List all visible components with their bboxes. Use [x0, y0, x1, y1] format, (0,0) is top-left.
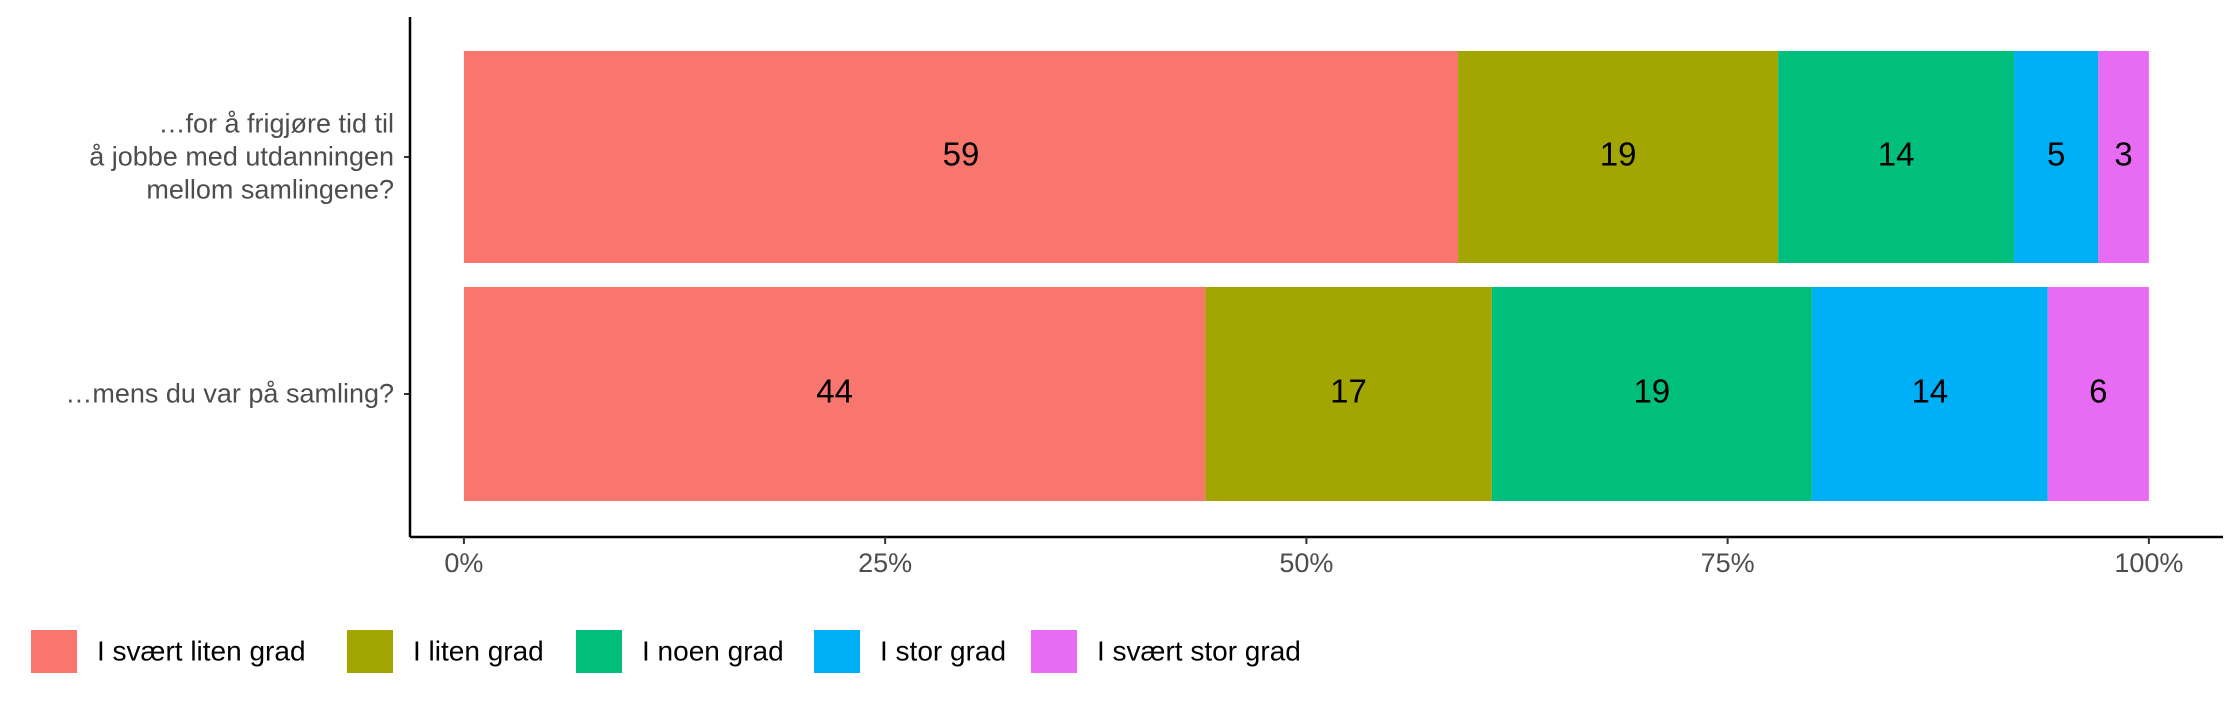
legend-label: I noen grad — [642, 635, 784, 666]
data-label: 14 — [1878, 136, 1915, 173]
data-label: 5 — [2047, 136, 2065, 173]
x-tick-label: 25% — [858, 548, 912, 578]
y-tick-label: …mens du var på samling? — [65, 378, 394, 409]
bar-segment — [2098, 51, 2149, 263]
data-label: 3 — [2114, 136, 2132, 173]
x-tick-label: 75% — [1701, 548, 1755, 578]
data-label: 44 — [816, 373, 853, 410]
data-label: 59 — [943, 136, 980, 173]
data-label: 14 — [1911, 373, 1948, 410]
bar-segment — [2014, 51, 2099, 263]
bar-segment — [1458, 51, 1779, 263]
legend-key — [347, 630, 393, 673]
legend-key — [576, 630, 622, 673]
legend-label: I svært stor grad — [1097, 635, 1301, 666]
legend-label: I svært liten grad — [97, 635, 306, 666]
bar-segment — [463, 287, 1206, 501]
bar-segment — [1778, 51, 2015, 263]
bar-segment — [1205, 287, 1492, 501]
bar-segment — [1811, 287, 2048, 501]
bar-segment — [463, 51, 1459, 263]
data-label: 19 — [1600, 136, 1637, 173]
legend-label: I liten grad — [413, 635, 544, 666]
bar-segment — [2047, 287, 2149, 501]
legend-label: I stor grad — [880, 635, 1006, 666]
bar-segment — [1491, 287, 1812, 501]
data-label: 19 — [1633, 373, 1670, 410]
legend-key — [31, 630, 77, 673]
legend-key — [814, 630, 860, 673]
x-tick-label: 100% — [2114, 548, 2183, 578]
legend-key — [1031, 630, 1077, 673]
data-label: 17 — [1330, 373, 1367, 410]
y-tick-label: …for å frigjøre tid til å jobbe med utda… — [89, 108, 394, 205]
x-tick-label: 0% — [444, 548, 483, 578]
x-tick-label: 50% — [1279, 548, 1333, 578]
data-label: 6 — [2089, 373, 2107, 410]
